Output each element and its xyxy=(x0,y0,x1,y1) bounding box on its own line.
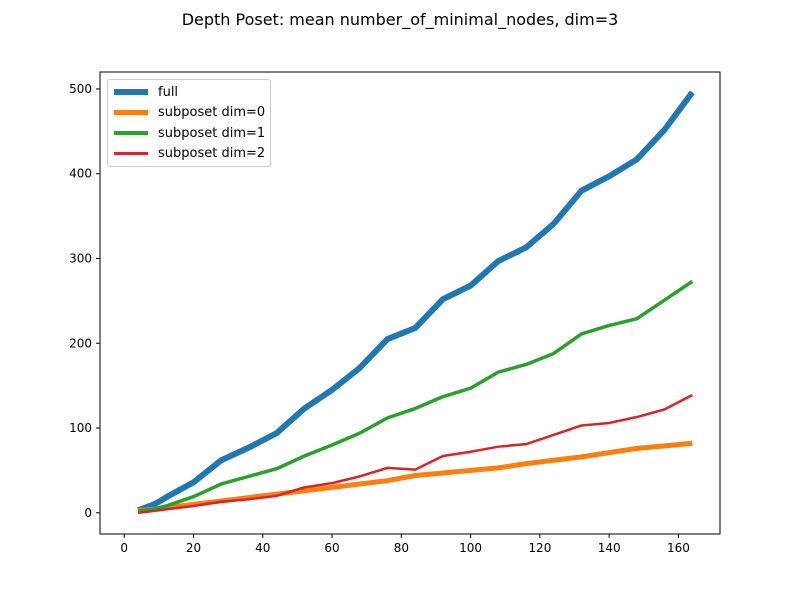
chart-title: Depth Poset: mean number_of_minimal_node… xyxy=(181,10,619,29)
legend: full subposet dim=0 subposet dim=1 subposet… xyxy=(107,79,271,167)
x-tick-label: 40 xyxy=(255,541,270,555)
legend-swatch xyxy=(114,89,148,95)
legend-swatch xyxy=(114,152,148,155)
y-tick-label: 500 xyxy=(69,82,92,96)
x-tick-label: 100 xyxy=(459,541,482,555)
y-tick-label: 0 xyxy=(84,506,92,520)
x-tick-label: 140 xyxy=(598,541,621,555)
x-tick-label: 120 xyxy=(528,541,551,555)
legend-swatch xyxy=(114,110,148,115)
legend-label: subposet dim=0 xyxy=(158,105,266,120)
y-tick-label: 400 xyxy=(69,167,92,181)
x-tick-label: 60 xyxy=(324,541,339,555)
series-line-subposet-dim-1 xyxy=(137,279,694,513)
legend-item: subposet dim=2 xyxy=(114,144,265,164)
x-tick-label: 80 xyxy=(394,541,409,555)
legend-item: full xyxy=(114,82,178,102)
y-tick-label: 200 xyxy=(69,336,92,350)
y-tick-label: 100 xyxy=(69,421,92,435)
x-tick-label: 20 xyxy=(186,541,201,555)
series-line-full xyxy=(137,90,695,514)
plot-frame xyxy=(99,71,721,535)
legend-item: subposet dim=0 xyxy=(114,103,265,123)
legend-item: subposet dim=1 xyxy=(114,123,265,143)
x-tick-label: 160 xyxy=(667,541,690,555)
legend-swatch xyxy=(114,131,148,135)
legend-label: full xyxy=(158,84,179,100)
x-tick-label: 0 xyxy=(120,541,128,555)
y-tick-label: 300 xyxy=(69,251,92,265)
legend-label: subposet dim=2 xyxy=(158,146,266,161)
series-line-subposet-dim-0 xyxy=(138,440,693,513)
legend-label: subposet dim=1 xyxy=(158,125,266,141)
series-line-subposet-dim-2 xyxy=(137,393,693,515)
